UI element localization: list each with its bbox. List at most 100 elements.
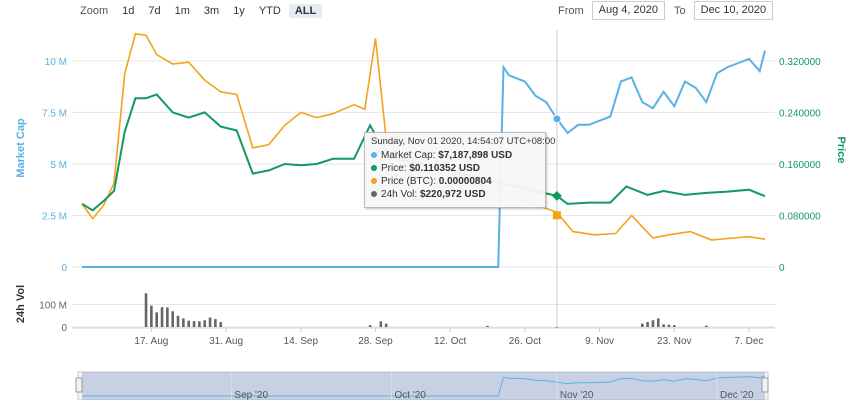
- zoom-1y-button[interactable]: 1y: [233, 5, 245, 17]
- zoom-3m-button[interactable]: 3m: [203, 5, 220, 17]
- tooltip-value: 0.00000804: [438, 176, 492, 187]
- volume-bar: [368, 325, 372, 327]
- axis-layer: 0 2.5 M 5 M 7.5 M 10 M 0 0.080000 0.160000 0.240…: [15, 57, 847, 347]
- price-line: [81, 93, 766, 212]
- zoom-7d-button[interactable]: 7d: [148, 5, 161, 17]
- x-axis-tick-label: 23. Nov: [657, 336, 691, 347]
- left-axis-title: Market Cap: [15, 118, 27, 178]
- volume-bar: [182, 318, 185, 327]
- volume-axis-tick-label: 0: [61, 323, 67, 334]
- left-axis-tick-label: 7.5 M: [42, 108, 67, 119]
- volume-bar: [705, 325, 708, 327]
- x-axis-tick-label: 9. Nov: [585, 336, 614, 347]
- market-cap-hover-marker: [552, 114, 562, 124]
- from-date-input[interactable]: Aug 4, 2020: [591, 1, 666, 20]
- market-cap-line: [82, 50, 766, 268]
- right-axis-tick-label: 0.320000: [779, 57, 821, 68]
- volume-layer: [144, 293, 708, 328]
- volume-bar: [203, 320, 207, 327]
- volume-bar: [187, 320, 191, 327]
- right-axis-tick-label: 0.240000: [779, 108, 821, 119]
- tooltip-label: Market Cap:: [381, 150, 436, 161]
- price-hover-marker: [551, 190, 562, 201]
- volume-bar: [214, 319, 217, 327]
- tooltip-value: $7,187,898 USD: [438, 150, 513, 161]
- to-range: To Dec 10, 2020: [674, 1, 774, 20]
- volume-bar: [486, 325, 489, 327]
- volume-bar: [155, 312, 159, 327]
- left-axis-tick-label: 10 M: [45, 57, 67, 68]
- tooltip: Sunday, Nov 01 2020, 14:54:07 UTC+08:00 …: [364, 132, 556, 208]
- volume-bar: [198, 321, 201, 327]
- right-axis-title: Price: [835, 137, 847, 164]
- left-axis-tick-label: 0: [61, 263, 67, 274]
- tooltip-value: $0.110352 USD: [409, 163, 480, 174]
- series-layer: [81, 30, 766, 327]
- navigator-right-handle: [761, 377, 769, 393]
- tooltip-label: 24h Vol:: [381, 189, 418, 200]
- from-label: From: [558, 4, 584, 17]
- zoom-1m-button[interactable]: 1m: [174, 5, 190, 17]
- x-axis-tick-label: 7. Dec: [735, 336, 764, 347]
- zoom-1d-button[interactable]: 1d: [122, 5, 135, 17]
- navigator-line: [82, 375, 766, 397]
- navigator-left-handle: [75, 377, 83, 393]
- x-axis-tick-label: 31. Aug: [209, 336, 243, 347]
- to-date-input[interactable]: Dec 10, 2020: [693, 1, 774, 20]
- left-axis-tick-label: 2.5 M: [42, 211, 67, 222]
- price-btc-line: [81, 33, 766, 241]
- from-range: From Aug 4, 2020: [558, 1, 666, 20]
- tooltip-label: Price (BTC):: [381, 176, 436, 187]
- x-axis-tick-label: 14. Sep: [284, 336, 319, 347]
- navigator-label: Sep '20: [234, 390, 268, 400]
- tooltip-row-price-btc: Price (BTC): 0.00000804: [371, 175, 539, 188]
- volume-bar: [144, 293, 148, 327]
- volume-bar: [646, 322, 649, 327]
- navigator-label: Dec '20: [720, 390, 754, 400]
- left-axis-tick-label: 5 M: [50, 160, 67, 171]
- zoom-ytd-button[interactable]: YTD: [258, 5, 281, 17]
- navigator-selection: [82, 372, 765, 400]
- tooltip-value: $220,972 USD: [419, 189, 486, 200]
- volume-bar: [192, 321, 196, 327]
- tooltip-row-market-cap: Market Cap: $7,187,898 USD: [371, 149, 539, 162]
- right-axis-tick-label: 0.160000: [779, 160, 821, 171]
- tooltip-header: Sunday, Nov 01 2020, 14:54:07 UTC+08:00: [371, 136, 556, 147]
- volume-bar: [555, 326, 559, 328]
- navigator-label: Oct '20: [394, 390, 426, 400]
- tooltip-row-price: Price: $0.110352 USD: [371, 162, 539, 175]
- volume-bar: [662, 324, 665, 327]
- price-dot-icon: [371, 165, 377, 172]
- tooltip-label: Price:: [381, 163, 407, 174]
- right-axis-tick-label: 0: [779, 263, 785, 274]
- volume-dot-icon: [371, 191, 377, 198]
- volume-bar: [384, 323, 388, 327]
- price-btc-dot-icon: [371, 178, 377, 185]
- volume-axis-title: 24h Vol: [15, 285, 27, 323]
- zoom-all-button[interactable]: ALL: [288, 4, 323, 18]
- x-axis-tick-label: 17. Aug: [134, 336, 168, 347]
- x-axis-tick-label: 12. Oct: [434, 336, 466, 347]
- x-axis-tick-label: 28. Sep: [358, 336, 393, 347]
- volume-bar: [219, 322, 223, 327]
- volume-bar: [656, 318, 660, 327]
- volume-bar: [150, 305, 153, 327]
- navigator-label: Nov '20: [560, 390, 594, 400]
- right-axis-tick-label: 0.080000: [779, 211, 821, 222]
- navigator-background: [77, 371, 769, 400]
- volume-bar: [176, 315, 180, 327]
- volume-bar: [160, 307, 164, 327]
- to-label: To: [674, 4, 686, 17]
- volume-bar: [171, 311, 175, 327]
- navigator-layer: Sep '20 Oct '20 Nov '20 Dec '20: [75, 371, 769, 400]
- zoom-bar: Zoom 1d 7d 1m 3m 1y YTD ALL: [80, 3, 324, 19]
- volume-bar: [640, 323, 644, 327]
- volume-bar: [379, 321, 383, 327]
- volume-bar: [208, 317, 212, 327]
- market-cap-dot-icon: [371, 152, 377, 159]
- volume-bar: [651, 320, 655, 327]
- x-axis-tick-label: 26. Oct: [509, 336, 541, 347]
- volume-bar: [672, 325, 676, 327]
- price-btc-hover-marker: [552, 211, 561, 220]
